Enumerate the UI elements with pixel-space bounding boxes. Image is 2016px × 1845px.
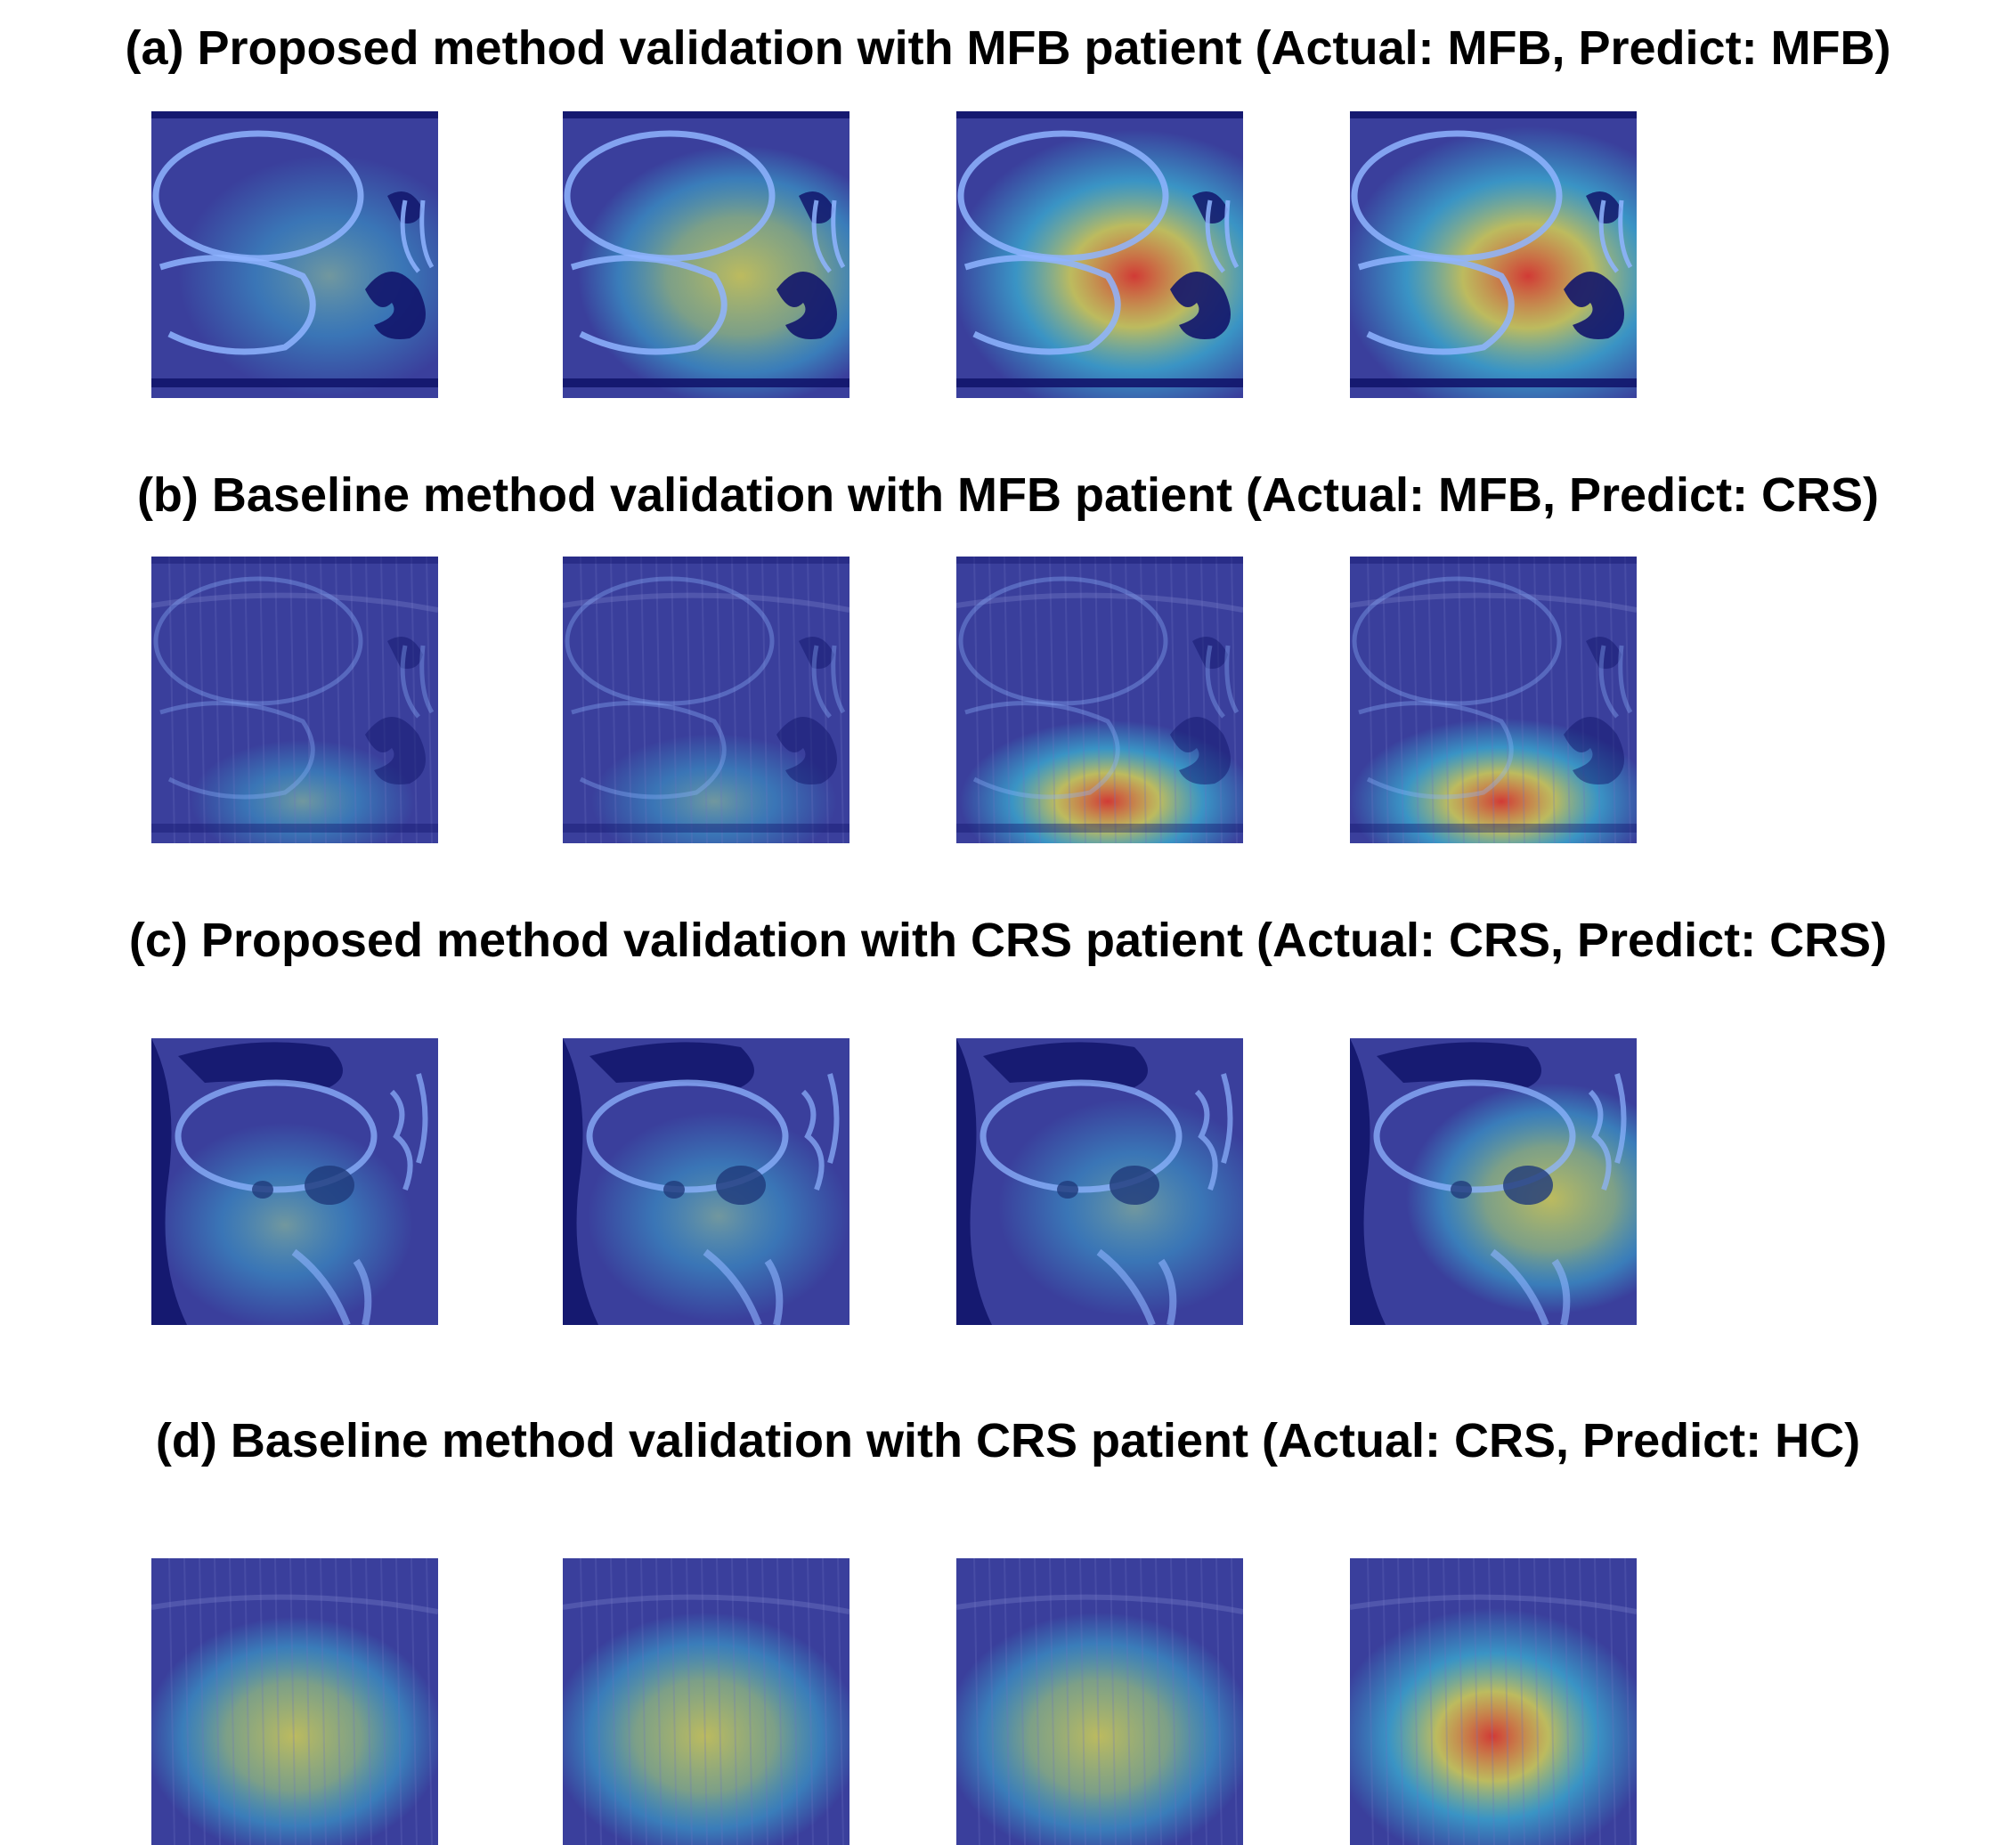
- heatmap-panel-a-1: [151, 111, 438, 398]
- heatmap-panel-b-3: [956, 557, 1243, 843]
- heatmap-panel-b-2: [563, 557, 849, 843]
- activation-heat: [1350, 1608, 1637, 1845]
- heatmap-panel-b-4: [1350, 557, 1637, 843]
- heatmap-panel-a-3: [956, 111, 1243, 398]
- row-b-title: (b) Baseline method validation with MFB …: [136, 468, 1880, 522]
- activation-heat: [591, 734, 837, 843]
- activation-heat: [1350, 718, 1637, 843]
- activation-heat: [1350, 126, 1637, 398]
- activation-heat: [956, 1612, 1243, 1845]
- activation-heat: [578, 145, 849, 398]
- heatmap-panel-c-1: [151, 1038, 438, 1325]
- heatmap-panel-d-1: [151, 1558, 438, 1845]
- heatmap-panel-d-2: [563, 1558, 849, 1845]
- activation-heat: [998, 1098, 1243, 1317]
- activation-heat: [191, 739, 415, 843]
- row-d-title: (d) Baseline method validation with CRS …: [155, 1414, 1861, 1467]
- activation-heat: [956, 129, 1243, 398]
- heatmap-panel-c-4: [1350, 1038, 1637, 1325]
- activation-heat: [563, 1612, 849, 1845]
- activation-heat: [960, 719, 1243, 843]
- activation-heat: [151, 1616, 438, 1845]
- heatmap-panel-d-4: [1350, 1558, 1637, 1845]
- heatmap-panel-c-3: [956, 1038, 1243, 1325]
- heatmap-panel-b-1: [151, 557, 438, 843]
- heatmap-panel-c-2: [563, 1038, 849, 1325]
- heatmap-panel-d-3: [956, 1558, 1243, 1845]
- heatmap-panel-a-2: [563, 111, 849, 398]
- activation-heat: [178, 155, 438, 397]
- activation-heat: [157, 1122, 413, 1325]
- heatmap-panel-a-4: [1350, 111, 1637, 398]
- row-a-title: (a) Proposed method validation with MFB …: [125, 21, 1891, 75]
- activation-heat: [588, 1111, 849, 1321]
- row-c-title: (c) Proposed method validation with CRS …: [128, 914, 1888, 967]
